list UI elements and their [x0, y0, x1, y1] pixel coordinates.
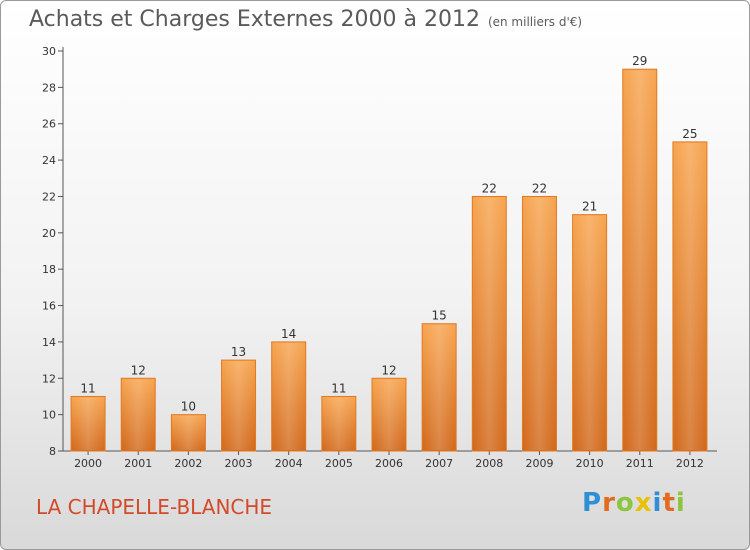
bar-value-label: 22 — [482, 181, 497, 195]
commune-name: LA CHAPELLE-BLANCHE — [36, 495, 273, 519]
bar-value-label: 25 — [682, 127, 697, 141]
y-tick-label: 30 — [42, 45, 56, 58]
brand-letter: t — [662, 488, 676, 518]
bar-shine — [623, 70, 656, 450]
bar-shine — [373, 379, 405, 450]
x-tick-label: 2012 — [676, 457, 704, 470]
bar-shine — [322, 397, 355, 450]
x-tick-label: 2009 — [525, 457, 553, 470]
x-tick-label: 2007 — [425, 457, 453, 470]
x-tick-label: 2010 — [576, 457, 604, 470]
y-tick-label: 10 — [42, 409, 56, 422]
bar-shine — [72, 397, 105, 450]
bar-value-label: 15 — [432, 309, 447, 323]
bar-shine — [673, 142, 706, 450]
bar-shine — [573, 215, 606, 450]
bar-value-label: 11 — [331, 381, 346, 395]
brand-letter: x — [634, 488, 653, 518]
y-tick-label: 18 — [42, 263, 56, 276]
y-tick-label: 12 — [42, 372, 56, 385]
bar-value-label: 14 — [281, 327, 296, 341]
y-tick-label: 26 — [42, 118, 56, 131]
bar-value-label: 10 — [181, 400, 196, 414]
bar-value-label: 21 — [582, 200, 597, 214]
bar-value-label: 13 — [231, 345, 246, 359]
bar-shine — [523, 197, 556, 450]
y-tick-label: 16 — [42, 300, 56, 313]
bar-shine — [222, 361, 255, 450]
bar-value-label: 22 — [532, 181, 547, 195]
y-tick-label: 14 — [42, 336, 56, 349]
brand-letter: i — [675, 488, 686, 518]
bar-shine — [473, 197, 506, 450]
y-tick-label: 24 — [42, 154, 56, 167]
y-tick-label: 8 — [49, 445, 56, 458]
chart-title: Achats et Charges Externes 2000 à 2012 — [29, 7, 480, 32]
brand-letter: i — [652, 488, 663, 518]
x-tick-label: 2005 — [325, 457, 353, 470]
x-tick-label: 2002 — [174, 457, 202, 470]
brand-letter: P — [582, 488, 603, 518]
brand-letter: o — [615, 488, 635, 518]
bar-value-label: 11 — [80, 381, 95, 395]
brand-letter: r — [602, 488, 616, 518]
x-tick-label: 2011 — [626, 457, 654, 470]
y-tick-label: 22 — [42, 190, 56, 203]
y-tick-label: 20 — [42, 227, 56, 240]
bar-value-label: 12 — [131, 363, 146, 377]
x-tick-label: 2003 — [225, 457, 253, 470]
brand-logo: Proxiti — [582, 488, 686, 518]
y-tick-label: 28 — [42, 81, 56, 94]
bar-shine — [272, 342, 305, 450]
bar-value-label: 29 — [632, 54, 647, 68]
x-tick-label: 2001 — [124, 457, 152, 470]
chart-title-block: Achats et Charges Externes 2000 à 2012 (e… — [29, 7, 582, 32]
bar-shine — [423, 324, 456, 450]
x-tick-label: 2008 — [475, 457, 503, 470]
x-tick-label: 2004 — [275, 457, 303, 470]
x-tick-label: 2006 — [375, 457, 403, 470]
chart-subtitle: (en milliers d'€) — [487, 15, 583, 29]
bar-shine — [122, 379, 155, 450]
x-tick-label: 2000 — [74, 457, 102, 470]
bar-value-label: 12 — [381, 363, 396, 377]
bar-shine — [172, 415, 205, 450]
